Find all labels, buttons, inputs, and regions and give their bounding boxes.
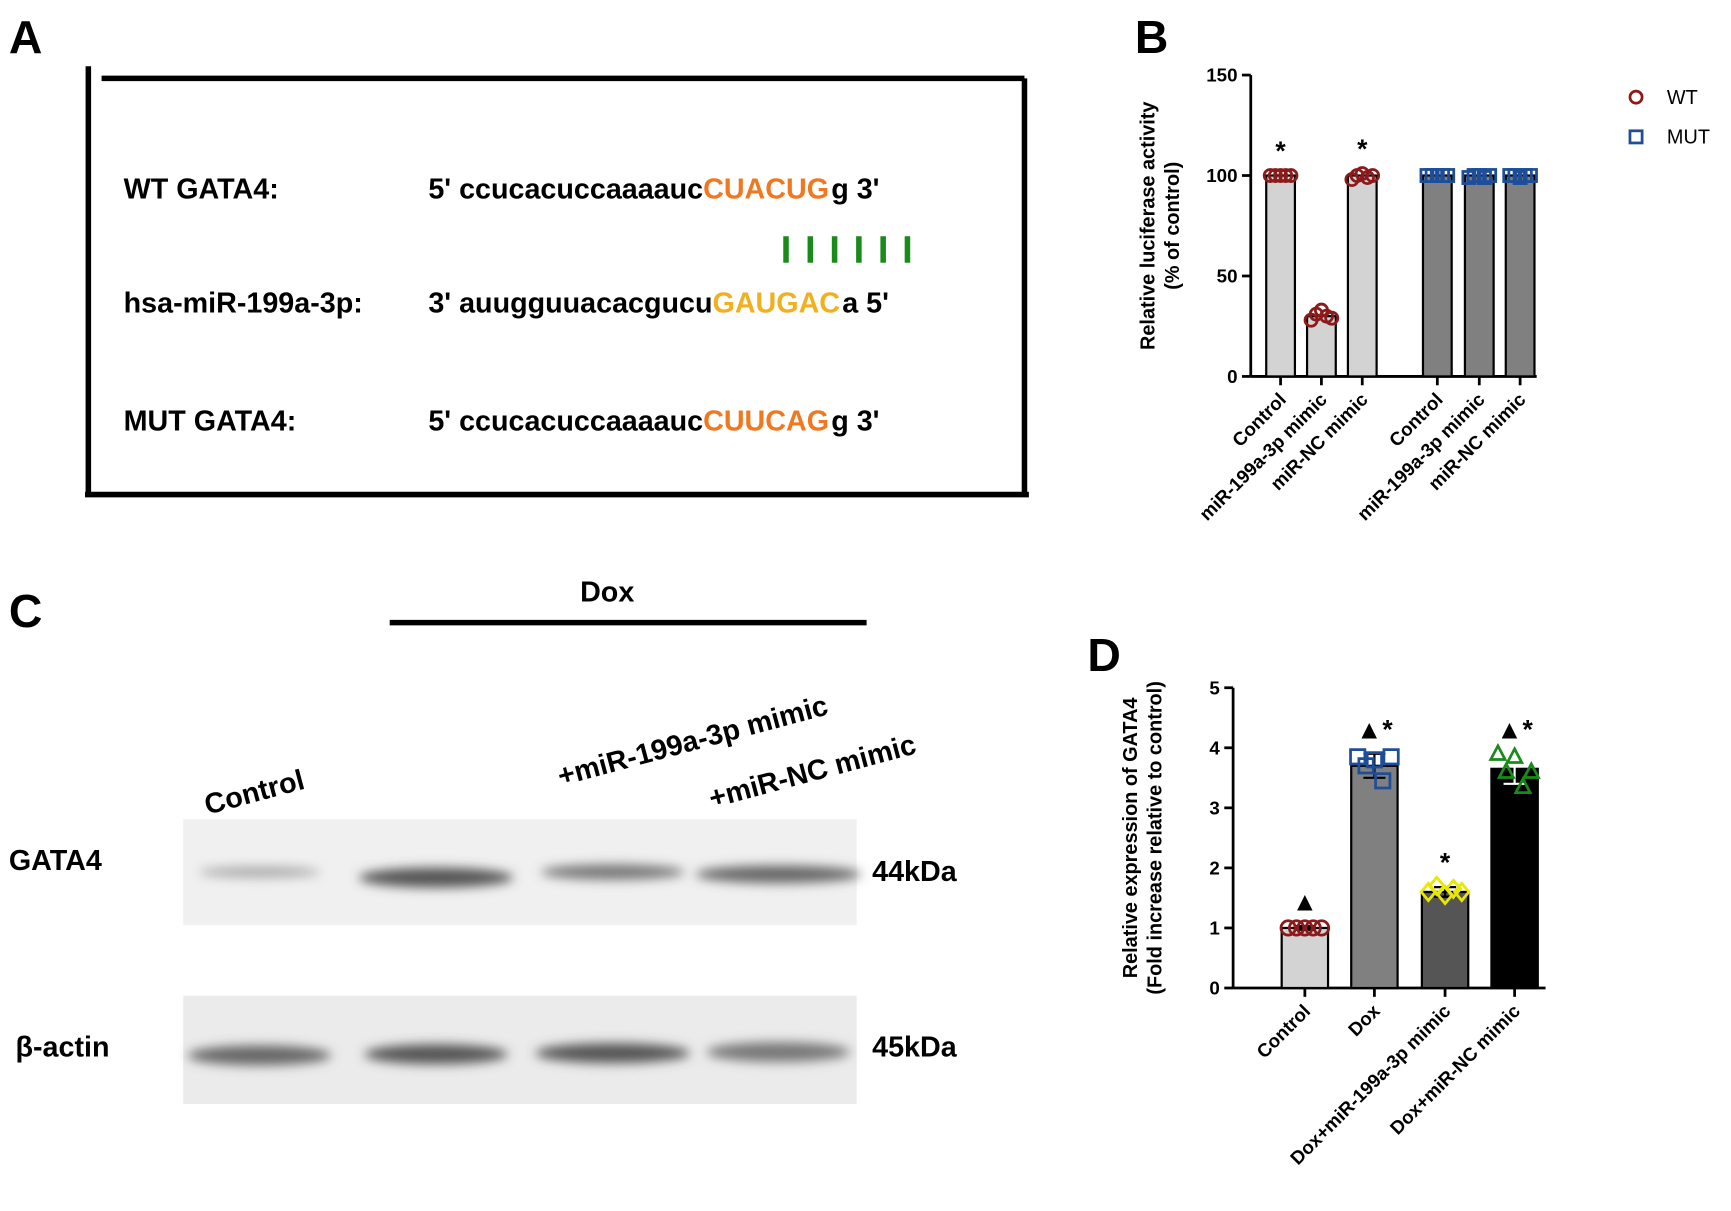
legend-marker — [1628, 129, 1644, 145]
binding-site: CUACUG — [703, 174, 829, 206]
y-axis-label: (% of control) — [1162, 162, 1184, 290]
pairing-bars — [783, 236, 911, 263]
data-point — [1324, 310, 1340, 326]
y-tick-label: 3 — [1209, 797, 1219, 818]
y-tick-label: 0 — [1209, 978, 1219, 999]
bar — [1280, 926, 1330, 990]
binding-site: CUUCAG — [703, 406, 829, 438]
annotation: ▲* — [1496, 714, 1533, 744]
data-point — [1279, 919, 1297, 937]
sequence-prefix: 5' ccucacuccaaaauc — [428, 174, 703, 206]
data-point — [1521, 760, 1541, 779]
sequence-box — [85, 66, 1029, 498]
y-tick-label: 50 — [1217, 266, 1238, 287]
y-tick-label: 150 — [1206, 65, 1237, 86]
bar — [1463, 174, 1495, 378]
y-axis-label: Relative luciferase activity — [1138, 102, 1160, 350]
y-tick-label: 5 — [1209, 677, 1219, 698]
data-point — [1273, 168, 1289, 183]
data-point — [1440, 168, 1456, 183]
x-tick-label: Dox+miR-NC mimic — [1386, 1000, 1524, 1138]
bar — [1490, 767, 1539, 990]
sequence-alignment: WT GATA4: 5' ccucacuccaaaaucCUACUGg 3'hsa… — [124, 174, 889, 438]
y-axis-label: Relative expression of GATA4 — [1120, 698, 1142, 979]
bar — [1421, 174, 1453, 378]
y-tick-label: 1 — [1209, 918, 1219, 939]
panel-label: B — [1135, 11, 1168, 63]
data-point — [1262, 168, 1278, 183]
bar — [1350, 764, 1399, 990]
sequence: 5' ccucacuccaaaaucCUUCAGg 3' — [428, 406, 879, 438]
y-axis-label: (Fold increase relative to control) — [1144, 681, 1166, 994]
y-tick-label: 4 — [1209, 737, 1220, 758]
size-label: 45kDa — [872, 1031, 958, 1063]
panel-label: A — [9, 11, 42, 63]
lane-label: Control — [201, 764, 308, 821]
sequence-name: MUT GATA4: — [124, 406, 297, 438]
bar — [1504, 174, 1536, 378]
panel-label: D — [1087, 629, 1120, 681]
data-point — [1482, 168, 1498, 183]
data-point — [1312, 919, 1331, 937]
row-label: GATA4 — [9, 845, 102, 877]
data-point — [1296, 919, 1314, 937]
data-point — [1287, 919, 1306, 937]
data-point — [1513, 775, 1533, 794]
y-tick-label: 0 — [1227, 366, 1237, 387]
sequence-name: WT GATA4: — [124, 174, 279, 206]
data-point — [1283, 168, 1299, 183]
annotation: * — [1440, 848, 1451, 878]
bar — [1265, 174, 1297, 378]
data-point — [1488, 742, 1508, 761]
data-point — [1304, 919, 1322, 937]
sequence: 3' auugguuacacgucuGAUGACa 5' — [428, 287, 889, 319]
data-point — [1505, 745, 1525, 764]
binding-site: GAUGAC — [713, 287, 841, 319]
blot-bands — [187, 864, 862, 1066]
annotation: ▲ — [1292, 887, 1318, 917]
data-point — [1374, 772, 1392, 790]
data-point — [1365, 168, 1381, 183]
data-point — [1278, 168, 1294, 183]
annotation: ▲* — [1356, 714, 1393, 744]
bar — [1420, 890, 1470, 990]
sequence-suffix: g 3' — [831, 406, 879, 438]
data-point — [1496, 760, 1516, 779]
legend-marker — [1628, 89, 1644, 105]
sequence-prefix: 3' auugguuacacgucu — [428, 287, 712, 319]
data-point — [1523, 168, 1538, 183]
data-point — [1267, 168, 1283, 183]
sequence-suffix: a 5' — [842, 287, 889, 319]
size-label: 44kDa — [872, 856, 958, 888]
sequence-suffix: g 3' — [831, 174, 879, 206]
data-point — [1382, 748, 1400, 766]
x-tick-label: Dox — [1344, 1000, 1384, 1040]
data-point — [1452, 881, 1471, 903]
annotation: * — [1357, 134, 1368, 164]
legend-label: WT — [1667, 87, 1698, 109]
panel-label: C — [9, 585, 42, 637]
treatment-label: Dox — [580, 577, 634, 609]
sequence: 5' ccucacuccaaaaucCUACUGg 3' — [428, 174, 879, 206]
row-label: β-actin — [15, 1031, 109, 1063]
sequence-name: hsa-miR-199a-3p: — [124, 287, 363, 319]
data-point — [1365, 751, 1383, 769]
y-tick-label: 2 — [1209, 858, 1219, 879]
legend-label: MUT — [1667, 127, 1710, 149]
x-tick-label: Control — [1252, 1000, 1314, 1062]
bar — [1346, 174, 1378, 378]
y-tick-label: 100 — [1206, 165, 1237, 186]
sequence-prefix: 5' ccucacuccaaaauc — [428, 406, 703, 438]
annotation: * — [1275, 136, 1286, 166]
